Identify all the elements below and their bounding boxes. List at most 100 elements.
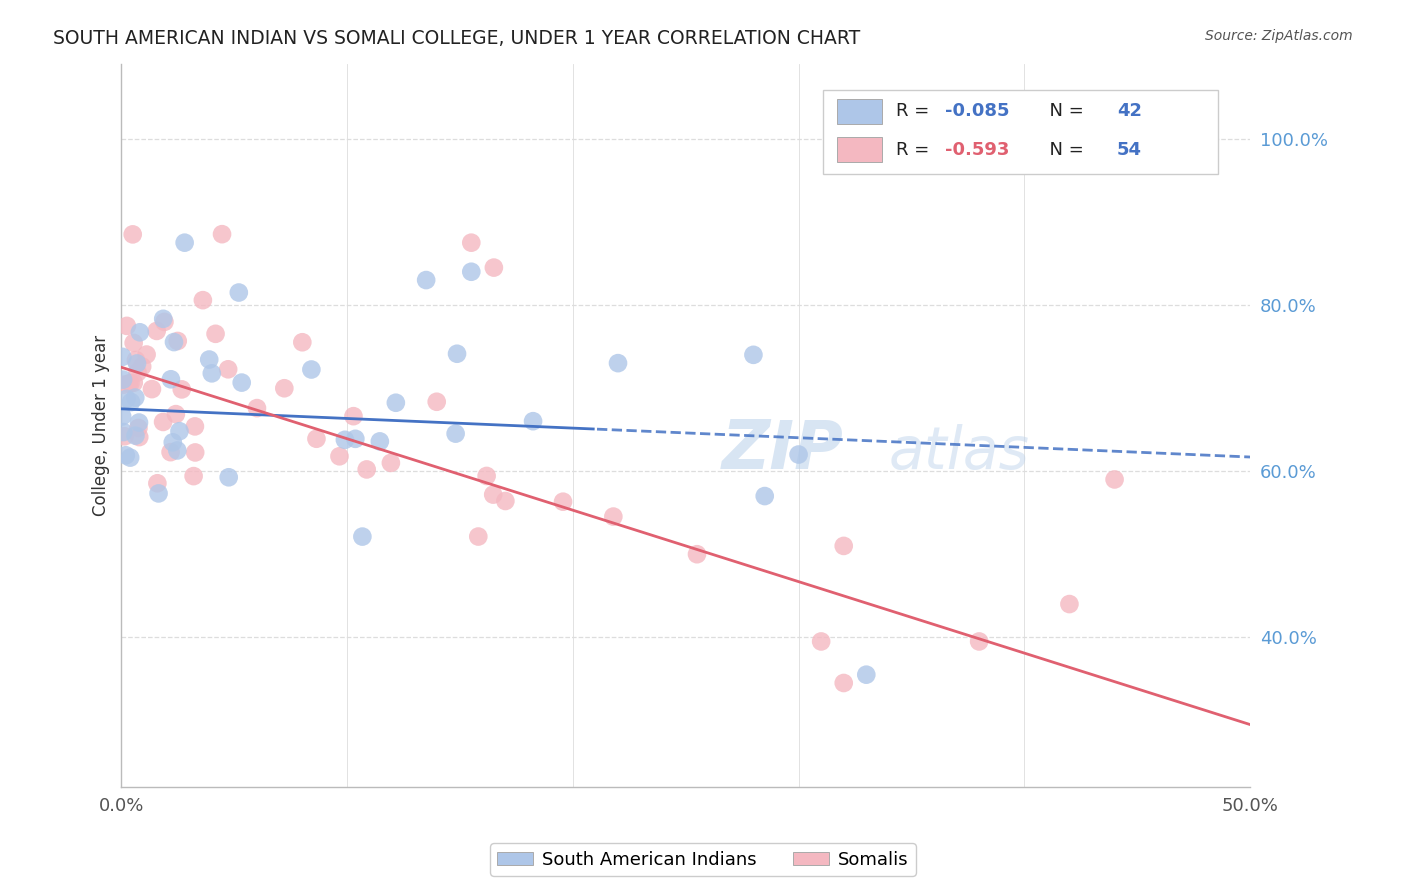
Point <box>191 293 214 307</box>
Point <box>160 372 183 386</box>
Point <box>368 434 391 449</box>
Point <box>125 356 148 370</box>
Point <box>228 285 250 300</box>
Point <box>217 362 239 376</box>
Point <box>415 273 437 287</box>
Point <box>742 348 765 362</box>
Point <box>602 509 624 524</box>
Point <box>299 362 322 376</box>
Point <box>165 407 187 421</box>
Point <box>124 391 146 405</box>
Point <box>127 421 149 435</box>
Text: atlas: atlas <box>889 425 1029 482</box>
Text: Source: ZipAtlas.com: Source: ZipAtlas.com <box>1205 29 1353 43</box>
Text: SOUTH AMERICAN INDIAN VS SOMALI COLLEGE, UNDER 1 YEAR CORRELATION CHART: SOUTH AMERICAN INDIAN VS SOMALI COLLEGE,… <box>53 29 860 47</box>
Point <box>135 347 157 361</box>
Point <box>128 416 150 430</box>
Point <box>115 318 138 333</box>
Point <box>444 426 467 441</box>
Point <box>855 667 877 681</box>
Text: 54: 54 <box>1116 141 1142 159</box>
Point <box>607 356 630 370</box>
Point <box>305 432 328 446</box>
Point <box>173 235 195 250</box>
Point <box>352 530 374 544</box>
Point <box>686 547 709 561</box>
Point <box>152 311 174 326</box>
Point <box>183 469 205 483</box>
FancyBboxPatch shape <box>824 90 1219 174</box>
Point <box>131 359 153 374</box>
Point <box>120 450 142 465</box>
Point <box>112 373 135 387</box>
Point <box>211 227 233 242</box>
Point <box>231 376 253 390</box>
Point <box>460 265 482 279</box>
Point <box>446 347 468 361</box>
Point <box>122 335 145 350</box>
Point <box>356 462 378 476</box>
Point <box>127 366 149 380</box>
Point <box>204 326 226 341</box>
Point <box>120 395 142 409</box>
Point <box>112 377 135 392</box>
Point <box>201 367 224 381</box>
Point <box>333 433 356 447</box>
Point <box>1104 472 1126 486</box>
Y-axis label: College, Under 1 year: College, Under 1 year <box>93 334 110 516</box>
Point <box>125 353 148 368</box>
Point <box>122 376 145 390</box>
Point <box>124 428 146 442</box>
Point <box>754 489 776 503</box>
Point <box>344 432 367 446</box>
Point <box>152 415 174 429</box>
Text: -0.593: -0.593 <box>945 141 1010 159</box>
Point <box>115 392 138 406</box>
Point <box>832 676 855 690</box>
Point <box>467 530 489 544</box>
Point <box>291 335 314 350</box>
Point <box>162 435 184 450</box>
Point <box>810 634 832 648</box>
Point <box>385 396 408 410</box>
Point <box>153 315 176 329</box>
Point <box>121 227 143 242</box>
Text: 42: 42 <box>1116 103 1142 120</box>
Point <box>551 494 574 508</box>
Point <box>460 235 482 250</box>
Point <box>342 409 364 424</box>
Point <box>163 334 186 349</box>
Point <box>184 445 207 459</box>
Point <box>475 469 498 483</box>
Point <box>166 443 188 458</box>
Point <box>120 376 142 391</box>
Legend: South American Indians, Somalis: South American Indians, Somalis <box>489 844 917 876</box>
Bar <box>837 137 882 162</box>
Point <box>218 470 240 484</box>
Point <box>145 324 167 338</box>
Point <box>198 352 221 367</box>
Point <box>148 486 170 500</box>
Text: ZIP: ZIP <box>721 417 844 483</box>
Point <box>111 409 134 424</box>
Point <box>128 326 150 340</box>
Point <box>146 476 169 491</box>
Point <box>380 456 402 470</box>
Point <box>787 448 810 462</box>
Text: -0.085: -0.085 <box>945 103 1010 120</box>
Text: R =: R = <box>896 103 935 120</box>
Point <box>1059 597 1081 611</box>
Point <box>166 334 188 348</box>
Bar <box>837 99 882 124</box>
Point <box>246 401 269 416</box>
Point <box>494 494 516 508</box>
Point <box>967 634 990 648</box>
Point <box>482 487 505 501</box>
Point <box>141 382 163 396</box>
Point <box>832 539 855 553</box>
Point <box>118 376 141 391</box>
Point <box>184 419 207 434</box>
Text: N =: N = <box>1038 103 1090 120</box>
Text: N =: N = <box>1038 141 1090 159</box>
Point <box>170 383 193 397</box>
